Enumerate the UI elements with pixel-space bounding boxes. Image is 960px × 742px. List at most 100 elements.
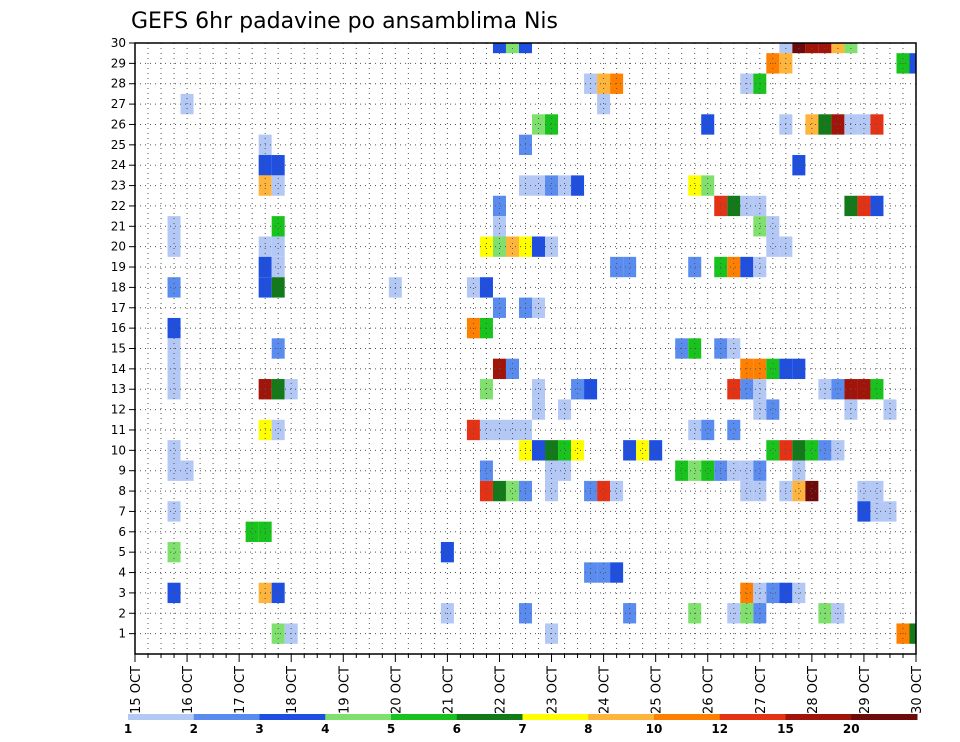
colorbar: 1 2 3 4 5 6 7 8 10 12 15 20 (124, 714, 918, 736)
y-tick-label: 26 (111, 117, 126, 131)
data-cell (831, 114, 845, 135)
data-cell (492, 297, 506, 318)
data-cell (740, 480, 754, 502)
x-tick-label: 28 OCT (806, 666, 821, 714)
data-cell (740, 195, 754, 217)
x-tick-label: 17 OCT (233, 666, 248, 714)
data-cell (597, 480, 611, 502)
colorbar-segment (588, 714, 655, 720)
data-cell (505, 480, 519, 502)
data-cell (167, 277, 181, 298)
x-tick-label: 16 OCT (181, 666, 196, 714)
y-tick-label: 19 (111, 260, 126, 274)
data-cell (532, 236, 546, 257)
data-cell (545, 460, 559, 481)
data-cell (167, 501, 181, 522)
data-cell (505, 236, 519, 257)
data-cell (597, 562, 611, 583)
data-cell (740, 256, 754, 278)
data-cell (727, 419, 741, 441)
colorbar-segment (785, 714, 852, 720)
data-cell (688, 256, 702, 278)
data-cell (492, 216, 506, 237)
data-cell (870, 379, 884, 400)
data-cell (870, 501, 884, 522)
colorbar-label: 1 (124, 722, 132, 736)
y-tick-label: 21 (111, 219, 126, 233)
colorbar-label: 7 (518, 722, 526, 736)
y-tick-label: 10 (111, 443, 126, 457)
x-axis: 15 OCT 16 OCT 17 OCT 18 OCT 19 OCT 20 OCT 21 O… (129, 654, 925, 714)
data-cell (870, 195, 884, 217)
data-cell (792, 440, 806, 461)
data-cell (753, 256, 767, 278)
data-cell (727, 460, 741, 481)
data-cell (701, 460, 715, 481)
data-cell (753, 460, 767, 481)
data-cell (818, 114, 832, 135)
data-cell (675, 460, 689, 481)
data-cell (492, 236, 506, 257)
y-tick-label: 25 (111, 138, 126, 152)
data-cell (766, 236, 780, 257)
x-tick-label: 21 OCT (441, 666, 456, 714)
data-cell (545, 236, 559, 257)
y-tick-label: 23 (111, 179, 126, 193)
colorbar-label: 3 (255, 722, 263, 736)
data-cell (636, 440, 650, 461)
data-cell (610, 562, 624, 583)
data-cell (883, 501, 897, 522)
y-tick-label: 16 (111, 321, 126, 335)
y-tick-label: 24 (111, 158, 126, 172)
data-cell (167, 236, 181, 257)
data-cell (740, 379, 754, 400)
data-cell (271, 419, 285, 441)
cells-layer (167, 43, 916, 644)
data-cell (180, 460, 194, 481)
colorbar-label: 15 (777, 722, 794, 736)
data-cell (766, 399, 780, 420)
data-cell (831, 379, 845, 400)
y-tick-label: 29 (111, 56, 126, 70)
colorbar-label: 20 (843, 722, 860, 736)
data-cell (284, 379, 298, 400)
data-cell (740, 460, 754, 481)
colorbar-segment (456, 714, 523, 720)
data-cell (167, 582, 181, 604)
data-cell (271, 175, 285, 196)
x-tick-label: 25 OCT (650, 666, 665, 714)
x-tick-label: 19 OCT (337, 666, 352, 714)
data-cell (740, 582, 754, 604)
data-cell (792, 155, 806, 176)
y-axis: 1234567891011121314151617181920212223242… (111, 36, 135, 641)
data-cell (766, 216, 780, 237)
data-cell (766, 440, 780, 461)
data-cell (532, 175, 546, 196)
data-cell (610, 256, 624, 278)
data-cell (857, 114, 871, 135)
x-tick-label: 26 OCT (702, 666, 717, 714)
y-tick-label: 7 (118, 504, 126, 518)
data-cell (167, 440, 181, 461)
data-cell (805, 480, 819, 502)
data-cell (180, 93, 194, 115)
data-cell (492, 480, 506, 502)
data-cell (909, 53, 916, 74)
data-cell (701, 419, 715, 441)
data-cell (766, 582, 780, 604)
y-tick-label: 27 (111, 97, 126, 111)
chart-title: GEFS 6hr padavine po ansamblima Nis (131, 9, 558, 34)
colorbar-label: 6 (453, 722, 461, 736)
colorbar-segment (522, 714, 589, 720)
data-cell (466, 277, 480, 298)
grid-layer (135, 43, 916, 654)
data-cell (818, 440, 832, 461)
data-cell (532, 379, 546, 400)
colorbar-label: 12 (711, 722, 728, 736)
y-tick-label: 13 (111, 382, 126, 396)
data-cell (623, 256, 637, 278)
y-tick-label: 8 (118, 484, 126, 498)
data-cell (505, 419, 519, 441)
colorbar-segment (259, 714, 326, 720)
